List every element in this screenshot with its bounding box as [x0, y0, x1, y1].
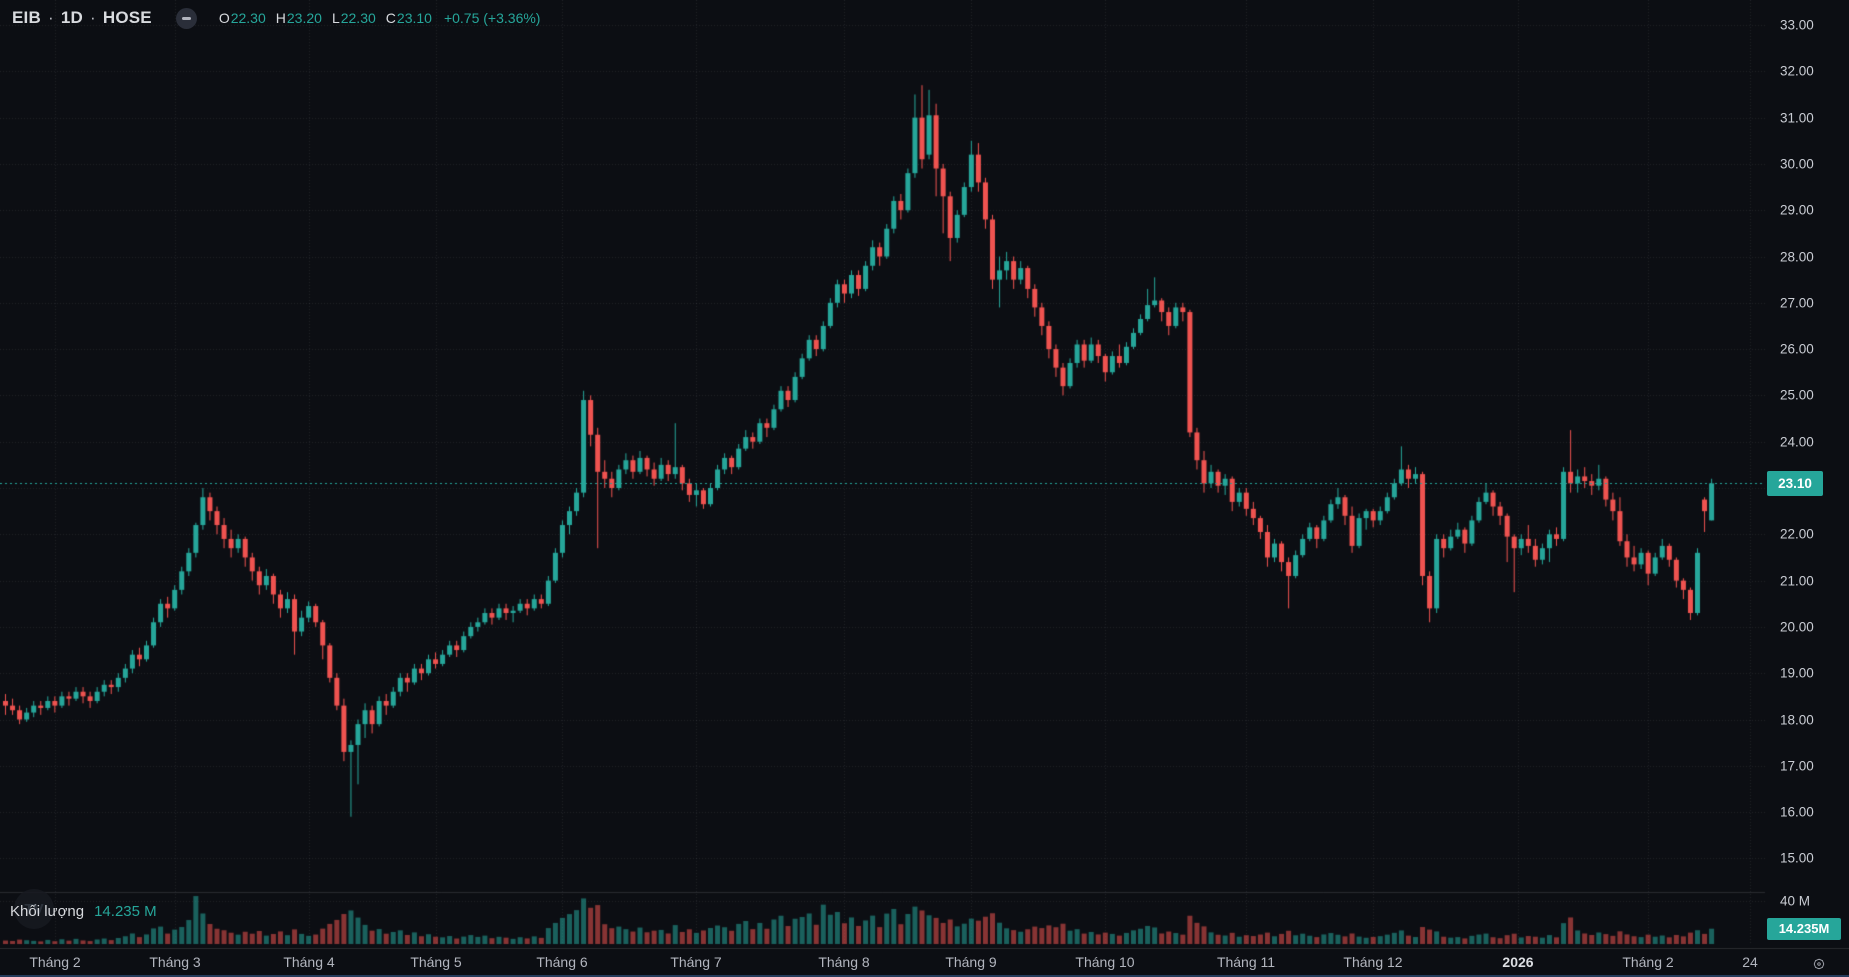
price-tick: 29.00	[1780, 202, 1814, 218]
time-label: Tháng 5	[410, 954, 462, 970]
time-label: Tháng 7	[670, 954, 722, 970]
timezone-settings-button[interactable]	[1807, 952, 1831, 976]
time-label: Tháng 4	[283, 954, 335, 970]
window-bottom-edge	[0, 975, 1849, 977]
price-tick: 15.00	[1780, 850, 1814, 866]
time-label: 24	[1742, 954, 1758, 970]
price-tick: 27.00	[1780, 295, 1814, 311]
symbol-name: EIB	[12, 8, 41, 27]
open-value: 22.30	[230, 10, 266, 26]
symbol-row[interactable]: EIB · 1D · HOSE	[12, 8, 152, 28]
price-tick: 25.00	[1780, 387, 1814, 403]
price-tick: 26.00	[1780, 341, 1814, 357]
time-label: Tháng 2	[29, 954, 81, 970]
time-label: Tháng 2	[1622, 954, 1674, 970]
time-label: Tháng 9	[945, 954, 997, 970]
low-label: L	[331, 10, 340, 26]
legend-separator: ·	[47, 8, 54, 27]
volume-label: Khối lượng	[10, 903, 85, 920]
time-label: Tháng 12	[1343, 954, 1403, 970]
volume-legend[interactable]: Khối lượng 14.235 M	[10, 903, 157, 920]
collapse-legend-button[interactable]	[175, 7, 197, 29]
current-volume-badge: 14.235M	[1767, 917, 1841, 940]
price-tick: 18.00	[1780, 712, 1814, 727]
close-value: 23.10	[396, 10, 432, 26]
current-price-badge: 23.10	[1767, 470, 1823, 496]
minus-icon	[181, 16, 191, 20]
time-label: Tháng 11	[1216, 954, 1276, 970]
ohlc-values: O 22.30 H 23.20 L 22.30 C 23.10 +0.75 (+…	[219, 10, 541, 26]
price-tick: 30.00	[1780, 156, 1814, 172]
price-tick: 20.00	[1780, 619, 1814, 635]
time-label: Tháng 10	[1075, 954, 1135, 970]
interval-label: 1D	[60, 8, 83, 27]
chart-legend: EIB · 1D · HOSE O 22.30 H 23.20 L 22.30 …	[12, 5, 540, 31]
price-axis[interactable]: 33.00 32.00 31.00 30.00 29.00 28.00 27.00 26.00…	[1765, 0, 1849, 948]
price-tick: 16.00	[1780, 804, 1814, 820]
price-tick: 17.00	[1780, 758, 1814, 774]
volume-axis-tick: 40 M	[1780, 893, 1811, 909]
time-label-year: 2026	[1502, 954, 1534, 970]
high-value: 23.20	[286, 10, 322, 26]
price-tick: 32.00	[1780, 63, 1814, 79]
change-value: +0.75 (+3.36%)	[443, 10, 541, 26]
time-label: Tháng 8	[818, 954, 870, 970]
price-tick: 19.00	[1780, 665, 1814, 681]
exchange-label: HOSE	[102, 8, 152, 27]
price-tick: 33.00	[1780, 17, 1814, 33]
high-label: H	[275, 10, 286, 26]
price-tick: 22.00	[1780, 526, 1814, 542]
time-label: Tháng 3	[149, 954, 201, 970]
close-label: C	[385, 10, 396, 26]
time-label: Tháng 6	[536, 954, 588, 970]
tradingview-logo-watermark: TV	[14, 889, 54, 929]
volume-value: 14.235 M	[94, 903, 157, 920]
price-tick: 28.00	[1780, 249, 1814, 264]
legend-separator: ·	[89, 8, 96, 27]
price-tick: 24.00	[1780, 434, 1814, 450]
time-axis[interactable]: Tháng 2 Tháng 3 Tháng 4 Tháng 5 Tháng 6 Tháng…	[0, 948, 1849, 975]
low-value: 22.30	[340, 10, 376, 26]
open-label: O	[218, 10, 230, 26]
price-tick: 21.00	[1780, 573, 1814, 589]
price-tick: 31.00	[1780, 110, 1814, 126]
settings-octagon-icon	[1813, 958, 1825, 970]
tv-logo-icon: TV	[24, 900, 44, 918]
